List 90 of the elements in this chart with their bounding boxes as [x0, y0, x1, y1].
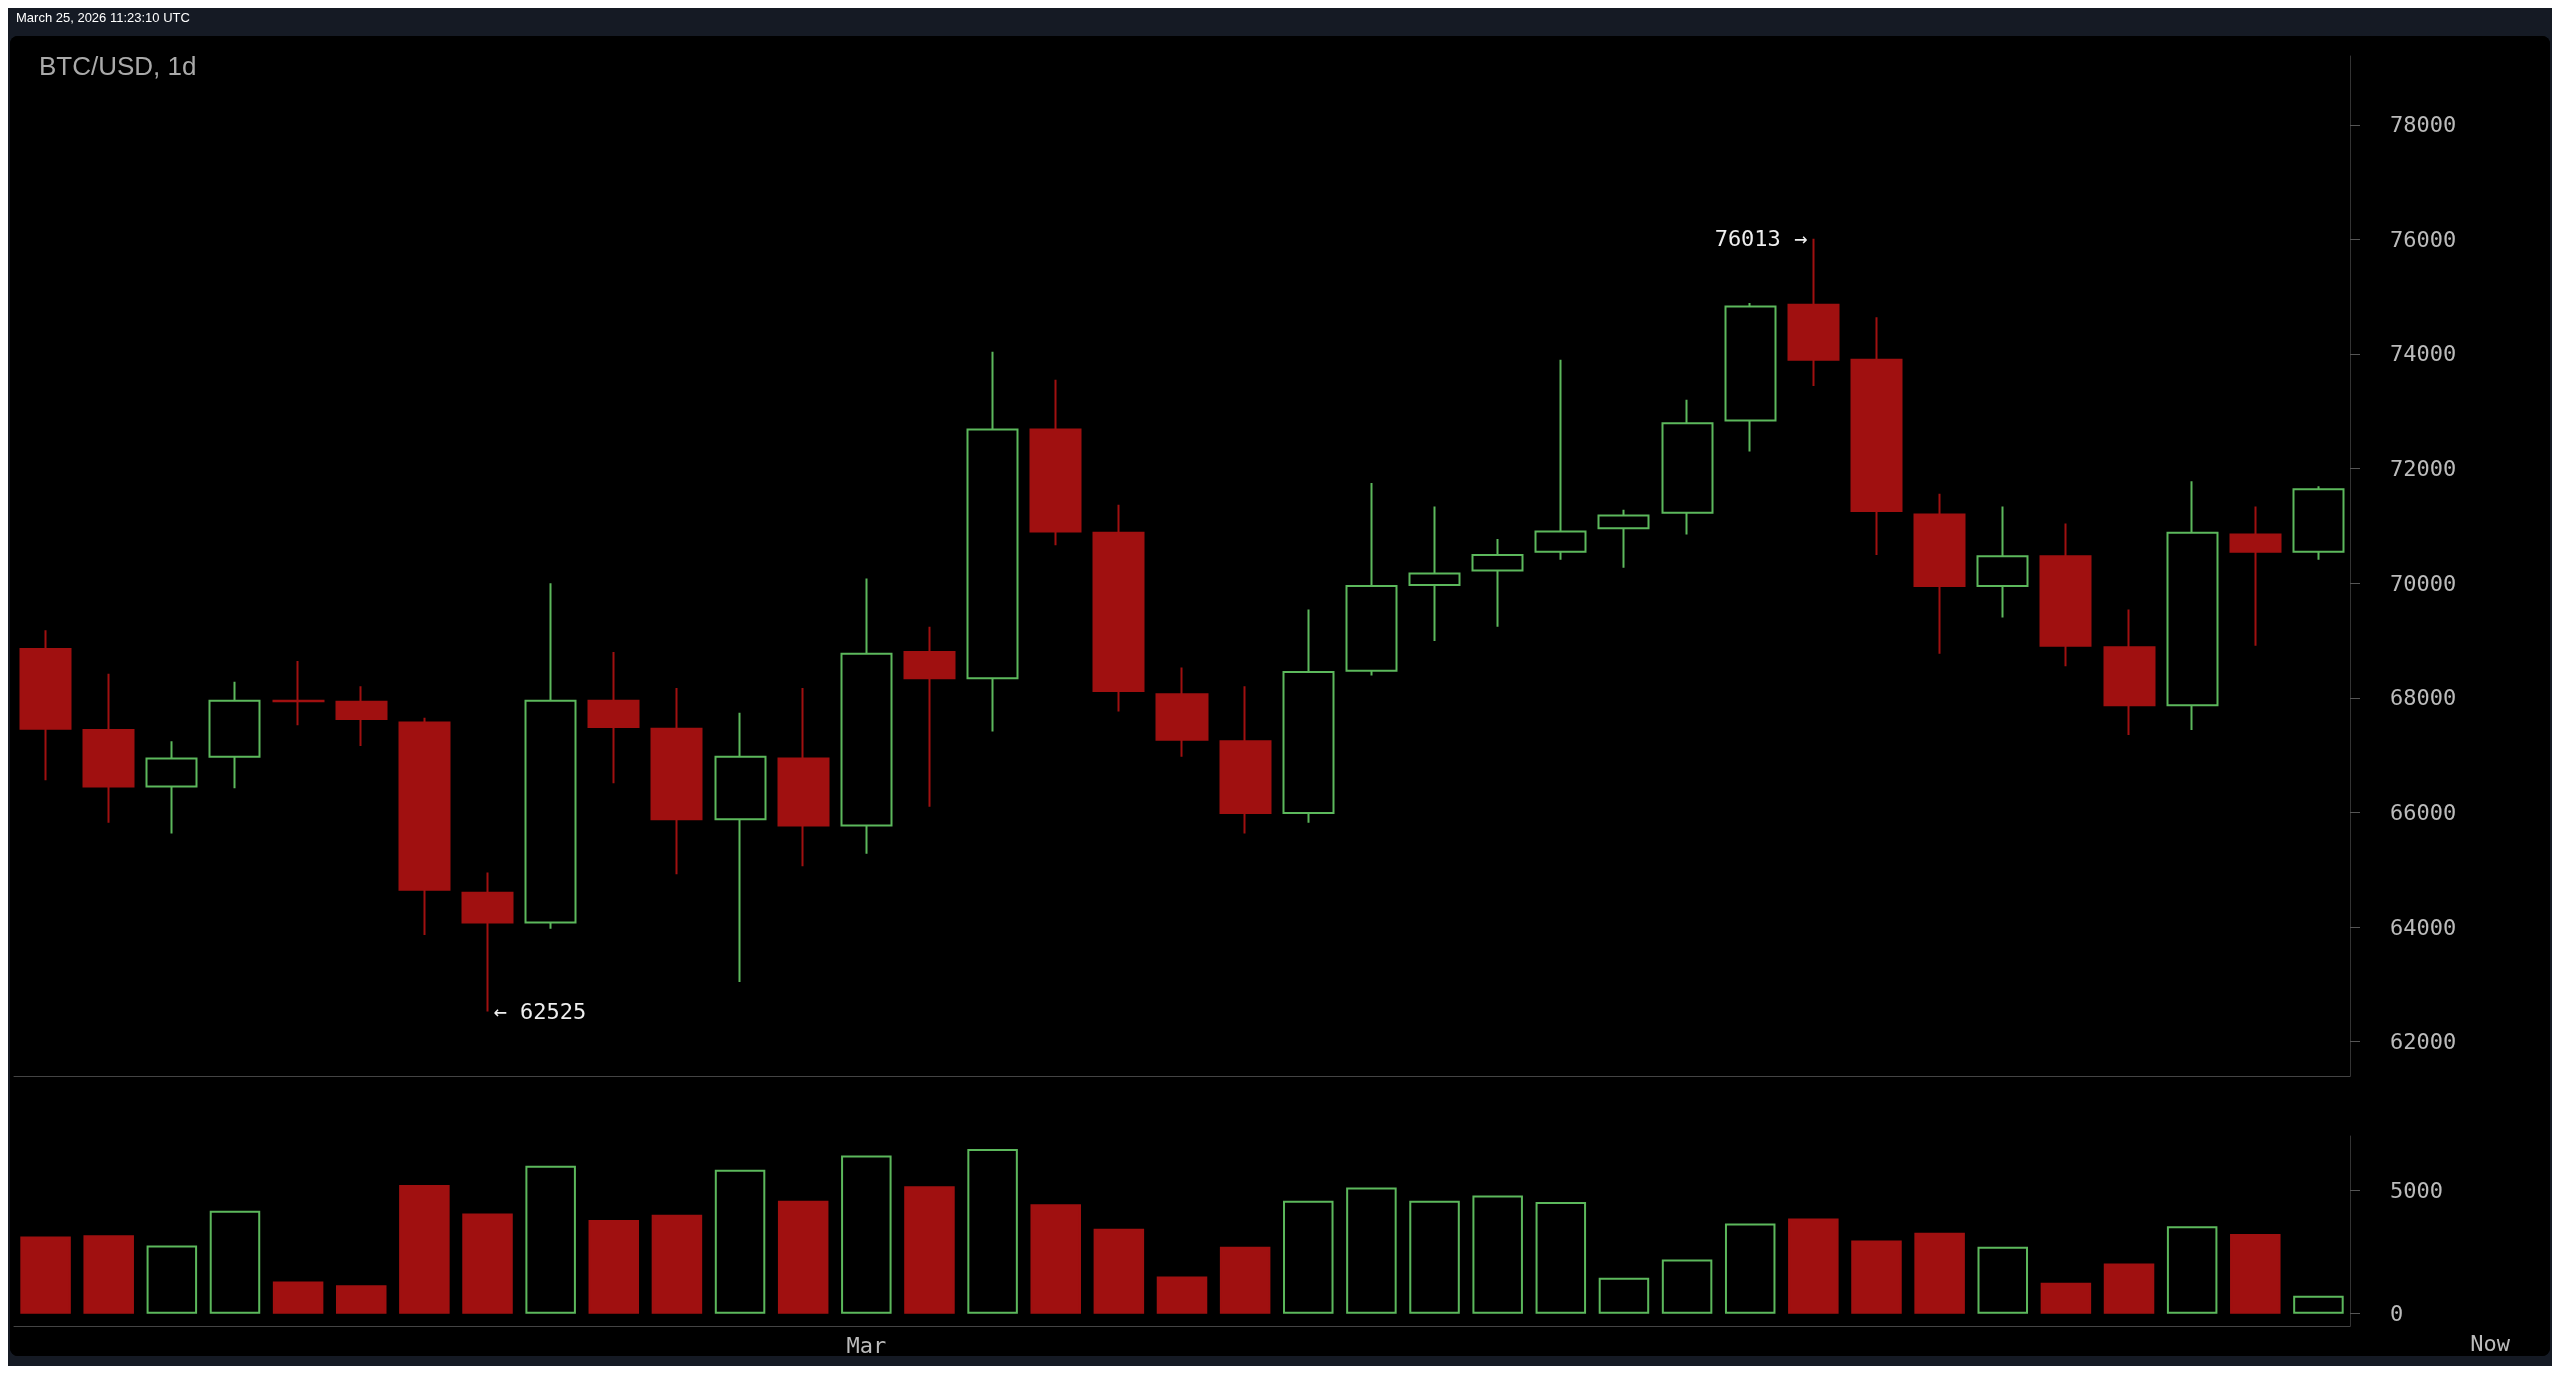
y-tick-label: 64000 [2390, 914, 2457, 940]
bar [1409, 1200, 1460, 1314]
bar [20, 1236, 71, 1314]
candlestick [2039, 522, 2092, 668]
candlestick [1092, 503, 1145, 713]
candlestick [1408, 505, 1461, 643]
candlestick [82, 672, 135, 824]
bar [1093, 1228, 1145, 1314]
candlestick [2292, 485, 2345, 561]
bar [588, 1219, 640, 1314]
candlestick [2103, 608, 2156, 737]
bar [1661, 1259, 1713, 1314]
bar [1156, 1276, 1208, 1314]
bar [1914, 1232, 1965, 1314]
candlestick [1976, 505, 2029, 619]
bar [2103, 1263, 2155, 1314]
candlestick [1029, 378, 1082, 547]
candlestick [1661, 398, 1714, 536]
bar [1535, 1201, 1587, 1314]
annotation: 76013 → [1714, 226, 1808, 252]
y-tick-label: 0 [2390, 1301, 2404, 1327]
candlestick [650, 687, 703, 876]
candlestick [335, 685, 388, 747]
bar [651, 1214, 703, 1314]
bar [1977, 1246, 2029, 1314]
bar [1851, 1240, 1902, 1314]
bar [83, 1235, 134, 1314]
candlestick [524, 582, 577, 930]
candlestick [840, 577, 893, 855]
candlestick [903, 625, 956, 808]
bar [2040, 1282, 2092, 1314]
candlestick [1724, 301, 1777, 453]
candlestick [1471, 538, 1524, 628]
annotation: ← 62525 [493, 999, 587, 1025]
chart-title: BTC/USD, 1d [39, 51, 197, 81]
bar [2293, 1295, 2344, 1314]
bar [462, 1213, 513, 1314]
candlestick [1534, 358, 1587, 561]
candlestick [587, 650, 640, 785]
bar [525, 1165, 576, 1314]
candlestick [145, 740, 198, 835]
candlestick [2229, 505, 2282, 647]
candlestick [208, 680, 261, 790]
bar [841, 1155, 892, 1314]
bar [335, 1285, 387, 1314]
bar [209, 1210, 261, 1314]
candlestick [777, 687, 830, 868]
candlestick [1345, 481, 1398, 677]
y-tick-label: 74000 [2390, 341, 2457, 367]
text: March 25, 2026 11:23:10 UTC [15, 9, 191, 27]
y-tick-label: 66000 [2390, 799, 2457, 825]
bar [2230, 1233, 2281, 1314]
candlestick [1219, 685, 1272, 835]
bar [1219, 1246, 1271, 1314]
x-tick-label: Mar [846, 1332, 887, 1358]
y-tick-label: 62000 [2390, 1029, 2457, 1055]
text: Now [2470, 1330, 2511, 1356]
candlestick [1850, 316, 1903, 557]
bar [272, 1281, 324, 1314]
candlestick [966, 350, 1019, 733]
candlestick [2166, 480, 2219, 731]
candlestick [1282, 608, 1335, 824]
candlestick [1155, 666, 1209, 758]
candlestick [272, 660, 325, 727]
candlestick [714, 711, 767, 984]
bar [904, 1186, 955, 1314]
y-tick-label: 72000 [2390, 456, 2457, 482]
bar [399, 1185, 450, 1314]
bar [714, 1169, 766, 1314]
bar [1788, 1218, 1839, 1314]
bar [1472, 1195, 1523, 1314]
bar [146, 1245, 198, 1314]
candlestick [398, 716, 451, 937]
bar [2166, 1226, 2218, 1314]
bar [967, 1149, 1018, 1314]
candlestick [1913, 492, 1966, 655]
y-tick-label: 5000 [2390, 1177, 2443, 1203]
y-tick-label: 68000 [2390, 685, 2457, 711]
candlestick [19, 629, 72, 782]
bar [1598, 1277, 1650, 1314]
y-tick-label: 76000 [2390, 226, 2457, 252]
y-tick-label: 78000 [2390, 112, 2457, 138]
bar [1724, 1223, 1776, 1314]
bar [1030, 1204, 1081, 1314]
y-tick-label: 70000 [2390, 570, 2457, 596]
bar [1283, 1200, 1334, 1314]
bar [777, 1200, 829, 1314]
bar [1346, 1187, 1397, 1314]
candlestick [1597, 508, 1650, 569]
candlestick [1787, 237, 1840, 388]
